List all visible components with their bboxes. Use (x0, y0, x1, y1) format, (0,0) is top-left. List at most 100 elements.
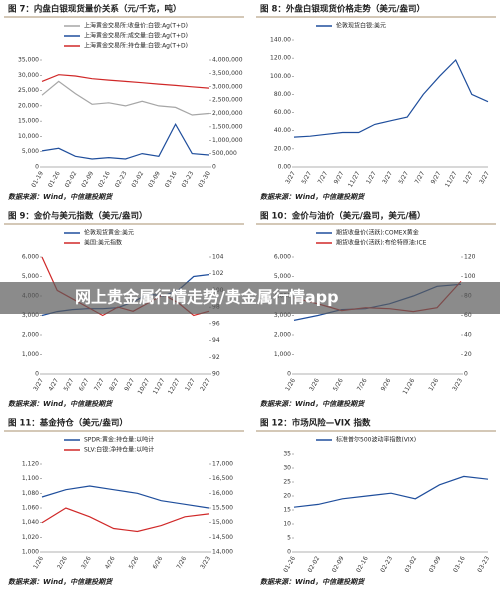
x-tick-label: 1/27 (462, 170, 475, 185)
y2-tick-label: 60 (464, 312, 472, 319)
y-tick-label: 5,000 (22, 273, 39, 280)
chart-title: 图 9：金价与美元指数（美元/盎司） (8, 211, 147, 222)
y-tick-label: 3,000 (22, 312, 39, 319)
y2-tick-label: 1,500,000 (212, 123, 243, 130)
x-tick-label: 02-16 (355, 555, 370, 574)
x-tick-label: 3/27 (478, 170, 491, 185)
x-tick-label: 1/26 (32, 555, 45, 570)
x-tick-label: 02-16 (97, 170, 112, 189)
y-tick-label: 30 (283, 465, 291, 472)
x-tick-label: 03-23 (181, 170, 196, 189)
y2-tick-label: 102 (212, 270, 224, 277)
x-tick-label: 6/27 (78, 377, 91, 392)
series-line (41, 74, 210, 89)
y-tick-label: 25 (283, 479, 291, 486)
y-tick-label: 0 (35, 371, 39, 378)
y-tick-label: 5,000 (22, 148, 39, 155)
y-tick-label: 1,020 (22, 534, 39, 541)
y-tick-label: 100.00 (270, 73, 291, 80)
legend-label: 上海黄金交易所:成交量:白银:Ag(T+D) (84, 32, 188, 40)
chart-title: 图 11：基金持仓（美元/盎司） (8, 418, 128, 429)
legend-label: 上海黄金交易所:持仓量:白银:Ag(T+D) (84, 42, 188, 50)
y2-tick-label: 90 (212, 371, 220, 378)
x-tick-label: 9/26 (380, 377, 393, 392)
x-tick-label: 4/26 (104, 555, 117, 570)
y2-tick-label: 100 (464, 273, 476, 280)
x-tick-label: 7/27 (317, 170, 330, 185)
x-tick-label: 1/26 (284, 377, 297, 392)
y2-tick-label: 104 (212, 254, 224, 261)
x-tick-label: 03-16 (452, 555, 467, 574)
y2-tick-label: 20 (464, 351, 472, 358)
chart-title: 图 12：市场风险—VIX 指数 (260, 418, 371, 429)
x-tick-label: 03-02 (130, 170, 145, 189)
y2-tick-label: 14,500 (212, 534, 233, 541)
x-tick-label: 4/27 (47, 377, 60, 392)
x-tick-label: 02-02 (307, 555, 322, 574)
x-tick-label: 5/26 (332, 377, 345, 392)
y-tick-label: 120.00 (270, 55, 291, 62)
x-tick-label: 5/27 (300, 170, 313, 185)
x-tick-label: 02-09 (80, 170, 95, 189)
x-tick-label: 2/27 (199, 377, 212, 392)
x-tick-label: 02-09 (331, 555, 346, 574)
y-tick-label: 0.00 (278, 164, 292, 171)
y2-tick-label: 96 (212, 320, 220, 327)
y-tick-label: 1,100 (22, 475, 39, 482)
legend-label: SLV:白银:净持仓量:以吨计 (84, 446, 154, 454)
x-tick-label: 03-23 (476, 555, 491, 574)
chart-title: 图 8：外盘白银现货价格走势（美元/盎司） (260, 4, 425, 15)
y-tick-label: 10 (283, 521, 291, 528)
y-tick-label: 140.00 (270, 37, 291, 44)
x-tick-label: 7/27 (414, 170, 427, 185)
x-tick-label: 9/27 (333, 170, 346, 185)
x-tick-label: 8/27 (108, 377, 121, 392)
x-tick-label: 12/27 (167, 377, 182, 396)
y2-tick-label: 0 (464, 371, 468, 378)
y2-tick-label: 500,000 (212, 150, 237, 157)
y-tick-label: 1,120 (22, 461, 39, 468)
x-tick-label: 11/27 (152, 377, 167, 396)
y2-tick-label: 3,000,000 (212, 83, 243, 90)
y-tick-label: 5 (287, 535, 291, 542)
y-tick-label: 3,000 (274, 312, 291, 319)
banner-text: 网上贵金属行情走势/贵金属行情app (75, 288, 339, 307)
y-tick-label: 1,080 (22, 490, 39, 497)
y2-tick-label: 120 (464, 254, 476, 261)
y-tick-label: 1,060 (22, 505, 39, 512)
y2-tick-label: 1,000,000 (212, 137, 243, 144)
source-note: 数据来源：Wind，中信建投期货 (260, 399, 366, 408)
y-tick-label: 2,000 (274, 332, 291, 339)
source-note: 数据来源：Wind，中信建投期货 (260, 577, 366, 586)
y-tick-label: 6,000 (274, 254, 291, 261)
x-tick-label: 9/27 (123, 377, 136, 392)
y2-tick-label: 16,500 (212, 475, 233, 482)
y-tick-label: 20 (283, 493, 291, 500)
series-line (41, 507, 210, 533)
x-tick-label: 3/27 (284, 170, 297, 185)
x-tick-label: 01-19 (30, 170, 45, 189)
x-tick-label: 2/26 (56, 555, 69, 570)
y2-tick-label: 2,500,000 (212, 97, 243, 104)
legend-label: 美国:美元指数 (84, 239, 122, 247)
source-note: 数据来源：Wind，中信建投期货 (8, 192, 114, 201)
x-tick-label: 01-26 (282, 555, 297, 574)
x-tick-label: 3/23 (451, 377, 464, 392)
y2-tick-label: 2,000,000 (212, 110, 243, 117)
series-line (41, 80, 210, 116)
x-tick-label: 5/26 (128, 555, 141, 570)
y-tick-label: 6,000 (22, 254, 39, 261)
y-tick-label: 1,000 (22, 351, 39, 358)
y-tick-label: 0 (287, 549, 291, 556)
x-tick-label: 02-23 (114, 170, 129, 189)
x-tick-label: 9/27 (430, 170, 443, 185)
y2-tick-label: 17,000 (212, 461, 233, 468)
x-tick-label: 01-26 (47, 170, 62, 189)
y-tick-label: 1,040 (22, 519, 39, 526)
x-tick-label: 03-16 (164, 170, 179, 189)
y2-tick-label: 94 (212, 337, 220, 344)
y-tick-label: 10,000 (18, 133, 39, 140)
x-tick-label: 3/27 (381, 170, 394, 185)
source-note: 数据来源：Wind，中信建投期货 (8, 399, 114, 408)
